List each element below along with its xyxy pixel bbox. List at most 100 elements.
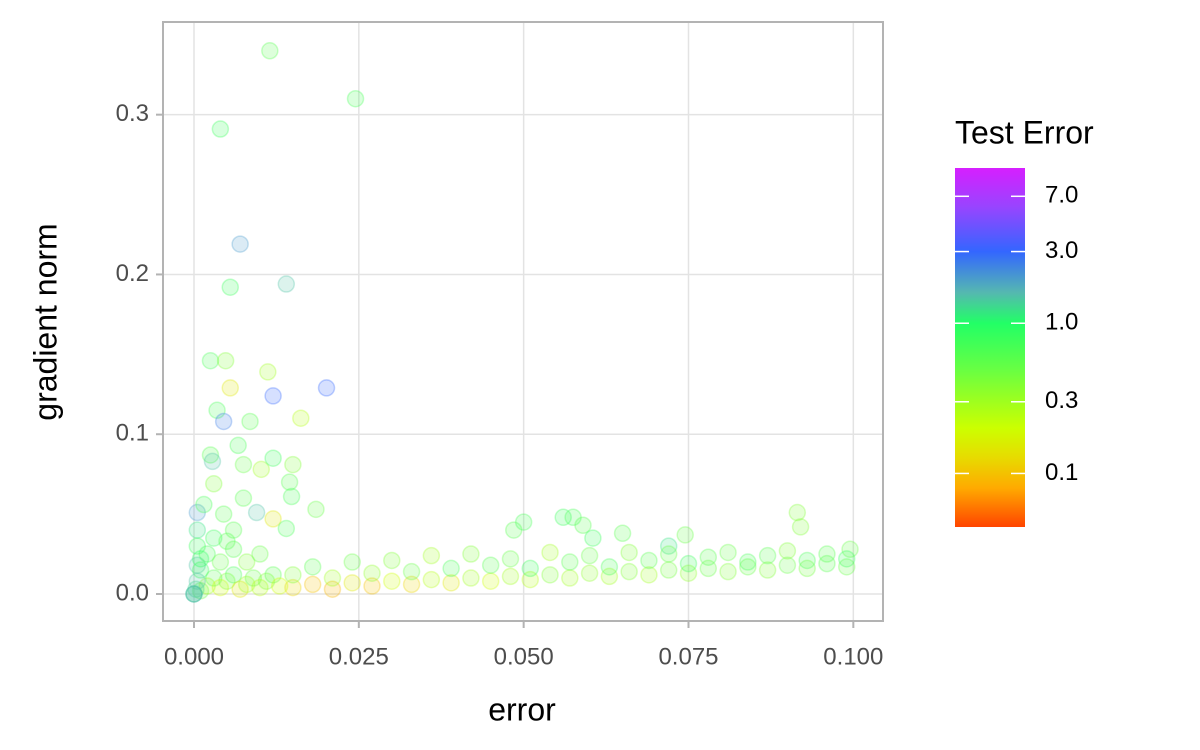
point (561, 553, 579, 571)
point (231, 235, 249, 253)
point (224, 566, 243, 584)
point (600, 567, 619, 586)
point (564, 508, 582, 527)
point (317, 379, 336, 397)
point (791, 518, 810, 536)
point (837, 558, 856, 576)
point (191, 561, 210, 579)
point (501, 567, 520, 586)
point (264, 510, 282, 528)
point (620, 562, 638, 581)
point (221, 379, 240, 397)
point (442, 574, 460, 592)
point (282, 487, 301, 506)
point (699, 559, 718, 578)
point (402, 575, 421, 594)
point (343, 553, 361, 571)
point (613, 524, 632, 543)
point (758, 561, 777, 579)
y-tick-label: 0.3 (116, 100, 149, 127)
point (214, 505, 233, 523)
point (521, 559, 540, 578)
point (216, 351, 235, 370)
point (346, 89, 365, 108)
point (264, 449, 282, 467)
point (363, 564, 381, 582)
point (211, 120, 230, 138)
x-tick-label: 0.000 (164, 643, 224, 670)
point (679, 554, 698, 573)
y-tick-label: 0.0 (116, 579, 149, 606)
point (237, 575, 256, 594)
point (252, 460, 270, 479)
point (247, 503, 266, 522)
point (541, 566, 559, 584)
point (501, 550, 520, 568)
point (211, 578, 230, 597)
point (188, 537, 207, 555)
point (277, 275, 296, 293)
colorbar (955, 168, 1025, 527)
point (521, 570, 540, 589)
point (383, 572, 401, 590)
point (574, 516, 592, 535)
point (841, 540, 859, 559)
colorbar-tick-label: 7.0 (1045, 182, 1078, 209)
x-axis-title: error (488, 691, 556, 727)
point (719, 562, 737, 581)
point (343, 574, 361, 592)
point (231, 580, 249, 598)
point (188, 572, 207, 590)
point (561, 569, 579, 587)
point (541, 543, 559, 562)
x-tick-label: 0.075 (658, 643, 718, 670)
point (251, 578, 269, 597)
point (402, 562, 421, 581)
legend-title: Test Error (955, 114, 1094, 150)
colorbar-tick-label: 3.0 (1045, 237, 1078, 264)
point (679, 564, 698, 582)
point (237, 553, 256, 571)
point (462, 569, 480, 587)
point (208, 401, 226, 420)
point (514, 513, 533, 531)
point (270, 577, 289, 595)
point (244, 569, 263, 587)
point (191, 582, 210, 600)
point (224, 540, 243, 559)
point (221, 278, 240, 296)
point (659, 545, 678, 563)
point (185, 585, 203, 603)
point (201, 351, 220, 370)
point (584, 529, 602, 547)
point (676, 526, 694, 544)
point (224, 521, 243, 539)
point (699, 548, 718, 566)
point (383, 551, 401, 570)
point (442, 559, 460, 578)
point (303, 558, 322, 576)
point (234, 489, 253, 507)
point (659, 537, 678, 555)
point (198, 577, 216, 595)
point (580, 564, 599, 582)
point (739, 558, 757, 576)
point (241, 412, 259, 431)
point (719, 543, 737, 562)
colorbar-tick-label: 0.3 (1045, 387, 1078, 414)
point (640, 566, 658, 584)
point (259, 363, 277, 381)
point (201, 446, 220, 464)
point (798, 559, 816, 578)
point (788, 503, 807, 522)
point (659, 561, 678, 579)
point (422, 570, 441, 589)
point (620, 543, 638, 562)
point (505, 521, 523, 539)
point (257, 572, 276, 590)
point (758, 546, 777, 565)
y-axis-title: gradient norm (27, 223, 63, 420)
point (261, 42, 279, 60)
point (818, 545, 836, 563)
point (640, 551, 658, 570)
